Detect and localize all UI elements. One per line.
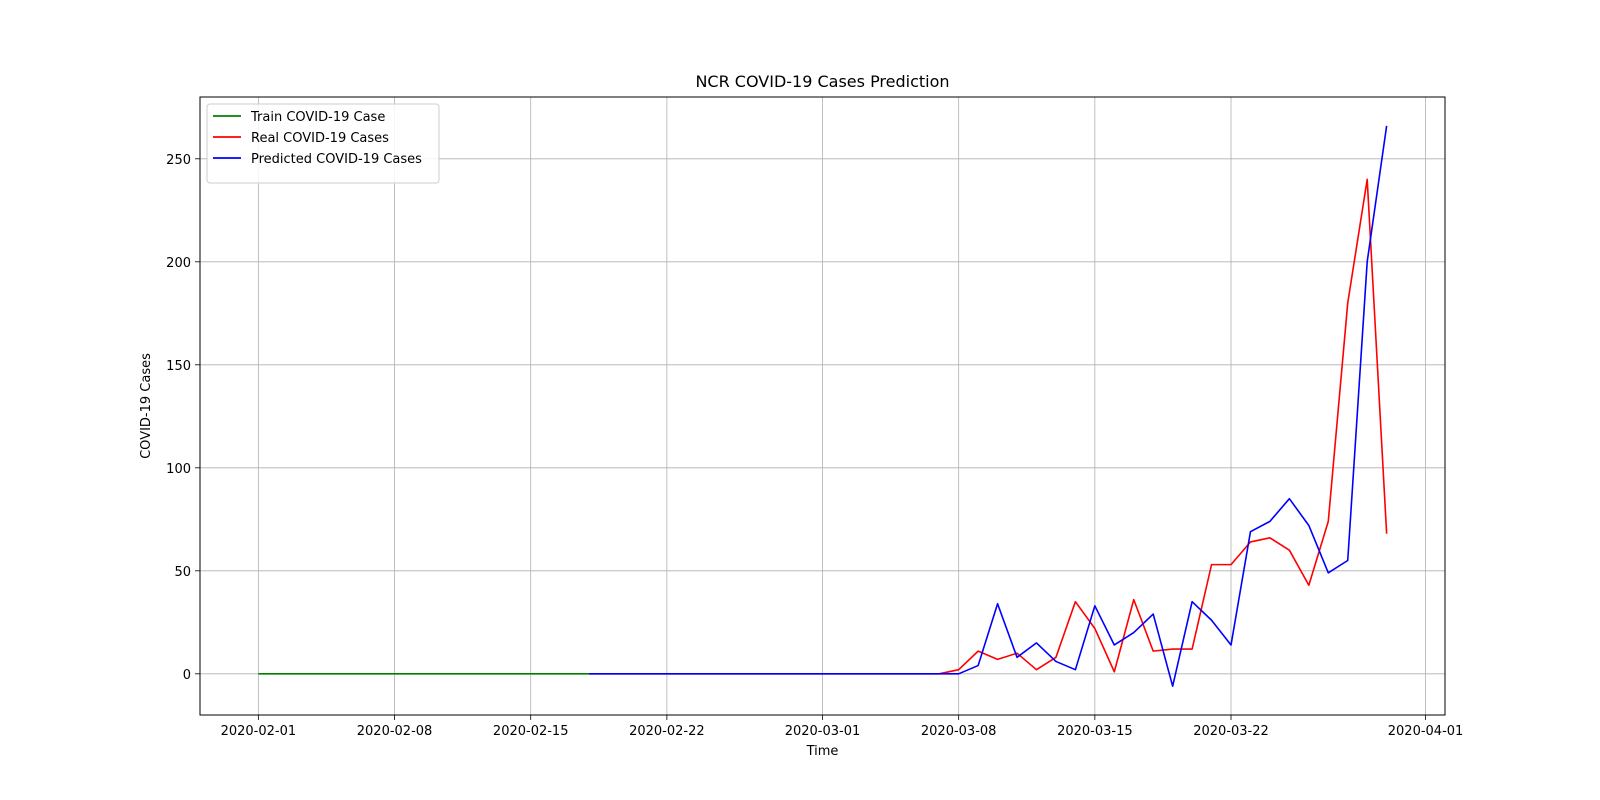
series-lines xyxy=(258,125,1388,687)
x-tick-label: 2020-02-22 xyxy=(629,724,705,739)
y-tick-label: 0 xyxy=(183,668,191,683)
y-tick-label: 150 xyxy=(166,359,191,374)
x-tick-label: 2020-02-15 xyxy=(493,724,569,739)
legend-label: Predicted COVID-19 Cases xyxy=(251,152,422,167)
x-tick-label: 2020-02-01 xyxy=(221,724,297,739)
x-tick-label: 2020-02-08 xyxy=(357,724,433,739)
x-tick-label: 2020-03-22 xyxy=(1193,724,1269,739)
x-tick-label: 2020-03-08 xyxy=(921,724,997,739)
series-line-2 xyxy=(589,125,1388,687)
x-tick-label: 2020-03-01 xyxy=(785,724,861,739)
y-tick-label: 200 xyxy=(166,256,191,271)
x-tick-label: 2020-03-15 xyxy=(1057,724,1133,739)
legend-box xyxy=(206,103,440,184)
axis-ticks: 2020-02-01 2020-02-08 2020-02-15 2020-02-22… xyxy=(166,153,1463,739)
x-tick-label: 2020-04-01 xyxy=(1388,724,1464,739)
y-tick-label: 50 xyxy=(174,565,191,580)
y-tick-label: 100 xyxy=(166,462,191,477)
x-axis-label: Time xyxy=(806,744,839,759)
legend-label: Real COVID-19 Cases xyxy=(251,131,389,146)
y-axis-label: COVID-19 Cases xyxy=(139,353,154,459)
legend-label: Train COVID-19 Case xyxy=(250,110,385,125)
y-tick-label: 250 xyxy=(166,153,191,168)
legend: Train COVID-19 Case Real COVID-19 Cases Pr… xyxy=(206,103,440,184)
chart-title: NCR COVID-19 Cases Prediction xyxy=(695,72,949,91)
